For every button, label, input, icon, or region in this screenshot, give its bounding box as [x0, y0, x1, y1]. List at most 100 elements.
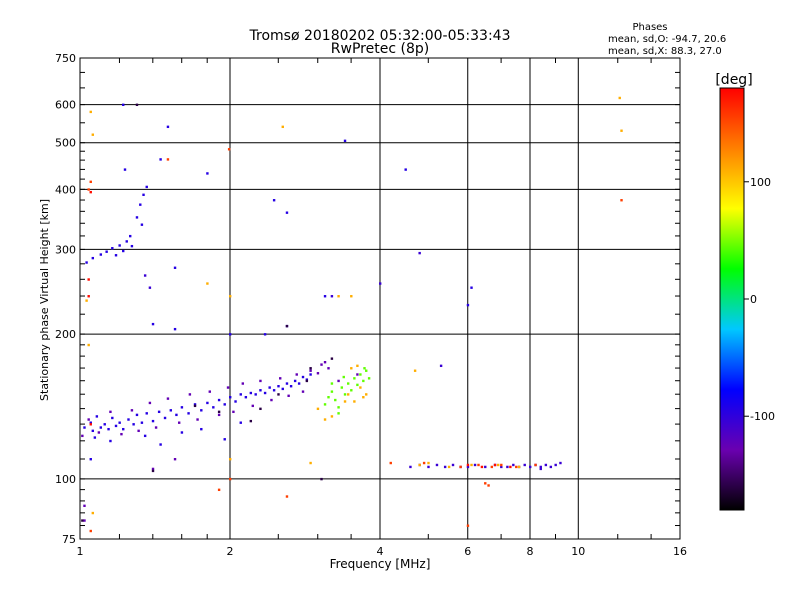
- x-tick-label: 4: [377, 545, 384, 558]
- data-point: [359, 373, 362, 376]
- data-point: [295, 373, 298, 376]
- data-point: [229, 457, 232, 461]
- x-tick-label: 8: [527, 545, 534, 558]
- y-tick-label: 75: [62, 533, 76, 546]
- data-point: [229, 295, 232, 298]
- data-point: [309, 461, 312, 465]
- data-point: [83, 426, 86, 429]
- data-point: [135, 413, 139, 417]
- data-point: [350, 367, 353, 370]
- data-point: [130, 409, 134, 412]
- data-point: [99, 426, 103, 429]
- data-point: [148, 401, 152, 405]
- data-point: [473, 463, 477, 467]
- data-point: [105, 250, 108, 253]
- gridlines: [80, 58, 680, 539]
- data-point: [188, 393, 192, 396]
- data-point: [544, 463, 548, 467]
- data-point: [130, 244, 134, 248]
- x-tick-label: 2: [227, 545, 234, 558]
- data-point: [323, 361, 327, 364]
- data-point: [145, 185, 148, 189]
- data-point: [177, 421, 181, 424]
- data-point: [118, 421, 121, 424]
- y-axis-label: Stationary phase Virtual Height [km]: [38, 199, 51, 401]
- data-point: [89, 421, 92, 424]
- data-point: [529, 465, 532, 469]
- data-point: [132, 423, 135, 426]
- data-point: [337, 379, 340, 383]
- phases-x-stats: mean, sd,X: 88.3, 27.0: [608, 46, 722, 57]
- data-point: [87, 295, 90, 298]
- data-point: [309, 369, 312, 372]
- data-point: [285, 324, 289, 328]
- y-axis-ticks: 75 100 200 300 400 500 600 750: [55, 52, 76, 546]
- data-point: [99, 253, 103, 256]
- data-point: [212, 406, 215, 409]
- data-point: [111, 416, 114, 420]
- data-point: [618, 96, 621, 100]
- data-point: [87, 188, 90, 191]
- data-point: [111, 247, 114, 250]
- chart-title: Tromsø 20180202 05:32:00-05:33:43: [249, 28, 511, 44]
- data-point: [305, 378, 309, 381]
- data-point: [379, 282, 382, 285]
- data-point: [359, 386, 362, 389]
- data-point: [356, 383, 359, 387]
- data-point: [353, 377, 356, 380]
- data-point: [362, 379, 365, 383]
- data-point: [249, 391, 253, 395]
- data-point: [281, 387, 284, 391]
- data-point: [270, 398, 273, 402]
- chart-subtitle: RwPretec (8p): [331, 41, 429, 57]
- data-point: [500, 463, 503, 467]
- colorbar-ticks: 100 0 -100: [744, 176, 775, 423]
- data-point: [254, 393, 257, 396]
- data-point: [459, 465, 462, 469]
- data-point: [330, 415, 334, 418]
- data-point: [365, 369, 368, 372]
- data-point: [208, 390, 211, 393]
- data-point: [217, 488, 221, 492]
- data-point: [180, 431, 184, 434]
- data-point: [89, 423, 92, 426]
- data-point: [539, 467, 542, 471]
- data-point: [263, 391, 267, 395]
- data-point: [140, 421, 144, 424]
- data-point: [169, 409, 173, 412]
- y-tick-label: 500: [55, 137, 76, 150]
- data-point: [109, 410, 112, 414]
- data-point: [549, 465, 553, 469]
- data-point: [244, 396, 248, 399]
- data-point: [404, 168, 407, 171]
- data-point: [413, 369, 417, 372]
- data-point: [337, 406, 340, 409]
- data-point: [523, 463, 526, 467]
- data-point: [277, 385, 280, 388]
- data-point: [239, 393, 242, 396]
- data-point: [281, 125, 284, 129]
- data-point: [223, 438, 226, 441]
- data-point: [512, 463, 515, 467]
- phases-title: Phases: [632, 22, 667, 33]
- data-point: [422, 461, 426, 465]
- data-point: [180, 406, 184, 409]
- data-point: [356, 373, 359, 376]
- data-point: [217, 410, 221, 414]
- data-point: [554, 463, 557, 467]
- data-point: [340, 386, 344, 389]
- data-point: [320, 363, 323, 366]
- phases-o-stats: mean, sd,O: -94.7, 20.6: [608, 34, 726, 45]
- data-point: [234, 400, 237, 403]
- colorbar-tick-label: 100: [750, 176, 771, 189]
- data-point: [447, 465, 451, 469]
- data-point: [87, 418, 90, 421]
- data-point: [91, 133, 95, 136]
- data-point: [350, 389, 353, 392]
- data-point: [334, 398, 337, 402]
- data-point: [114, 424, 118, 428]
- data-point: [166, 397, 170, 400]
- data-point: [232, 410, 235, 414]
- data-point: [506, 465, 509, 469]
